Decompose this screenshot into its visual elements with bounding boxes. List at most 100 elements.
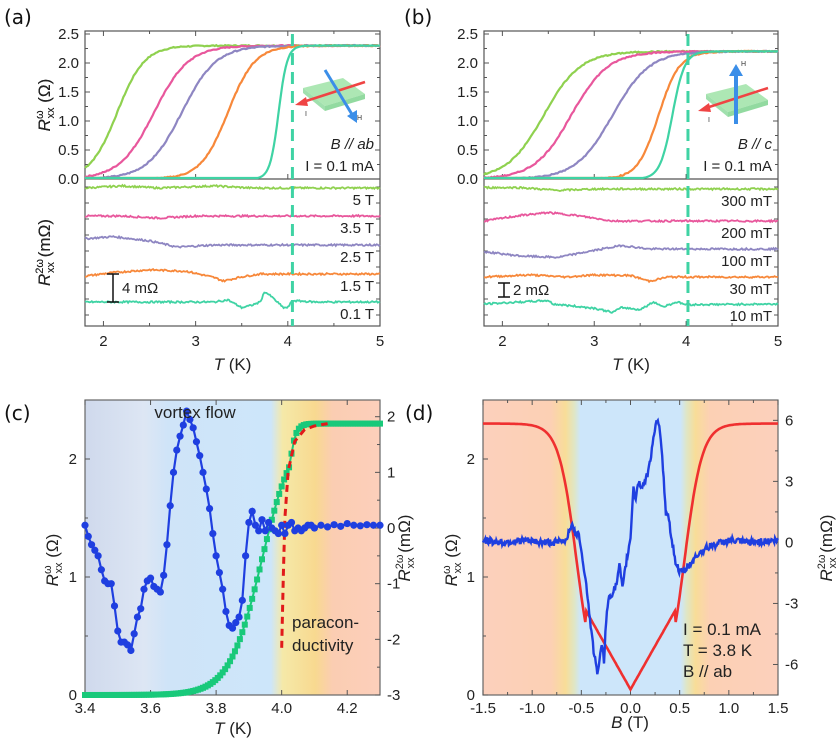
data-point-circle	[369, 521, 378, 529]
current-arrowhead	[295, 97, 308, 106]
data-point-circle	[163, 541, 171, 549]
plot-frame	[84, 399, 381, 696]
data-point-circle	[242, 552, 250, 560]
current-label: I	[305, 111, 307, 118]
x-tick-label: 4	[682, 333, 690, 350]
y-axis-label-top: Rωxx (Ω)	[34, 79, 57, 132]
condition-annotation: I = 0.1 mA	[683, 620, 762, 639]
data-point-circle	[235, 613, 243, 621]
x-tick-label: 3.8	[206, 700, 227, 717]
field-annotation: B // c	[738, 136, 773, 153]
data-point-circle	[245, 518, 253, 527]
data-point-circle	[255, 527, 263, 535]
trace-label: 30 mT	[729, 281, 772, 298]
x-tick-label: 3.4	[75, 700, 96, 717]
trace-3.5-T	[84, 213, 381, 220]
x-axis-label: T (K)	[214, 719, 252, 738]
trace-2.5-T	[84, 234, 381, 249]
data-point-circle	[264, 518, 273, 527]
data-point-circle	[199, 468, 207, 476]
data-point-circle	[173, 446, 181, 454]
trace-label: 3.5 T	[340, 220, 374, 237]
trace-300-mT	[483, 185, 779, 193]
y-tick-label: 1.0	[58, 113, 79, 130]
x-tick-label: 3	[590, 333, 598, 350]
y-tick-label-right: 1	[387, 464, 395, 481]
y-tick-label-left: 2	[467, 451, 475, 468]
data-point-circle	[87, 541, 96, 549]
field-label: H	[741, 61, 746, 68]
scale-bar-label: 2 mΩ	[513, 282, 549, 299]
data-point-circle	[176, 432, 184, 440]
data-point-circle	[209, 529, 217, 538]
x-tick-label: 1.0	[718, 700, 739, 717]
trace-label: 200 mT	[721, 225, 772, 242]
y-tick-label: 1.0	[457, 113, 478, 130]
panel-c: 3.4 3.6 3.8 4.0 4.2 0 1 2 -3 -2 -1 0 1 2 vortex flow pa…	[42, 399, 417, 738]
series-rxx-omega	[483, 422, 778, 692]
trace-label: 2.5 T	[340, 249, 374, 266]
x-tick-label: 5	[376, 333, 384, 350]
y-axis-label-right: R2ωxx (mΩ)	[816, 515, 838, 582]
panel-d: -1.5 -1.0 -0.5 0.0 0.5 1.0 1.5 0 1 2 -6 -3 0 3 6 I = 0.…	[441, 399, 838, 732]
data-point-circle	[238, 596, 246, 604]
data-point-circle	[232, 619, 240, 627]
series-fit-dashed	[280, 422, 328, 648]
trace-label: 100 mT	[721, 253, 772, 270]
y-tick-label-right: -3	[387, 687, 400, 704]
y-axis-label-bottom: R2ωxx (mΩ)	[34, 219, 57, 286]
y-tick-label-right: -6	[785, 656, 798, 673]
condition-annotation: T = 3.8 K	[683, 641, 753, 660]
data-point-circle	[258, 516, 266, 524]
scale-bar-label: 4 mΩ	[122, 280, 158, 297]
x-tick-label: 4.0	[271, 700, 292, 717]
region-label-paraconductivity-2: ductivity	[292, 636, 354, 655]
y-tick-label-right: -1	[387, 576, 400, 593]
data-point-circle	[310, 524, 319, 532]
data-point-circle	[84, 532, 92, 540]
y-tick-label-right: -2	[387, 631, 400, 648]
y-tick-label: 1.5	[457, 84, 478, 101]
current-arrowhead	[698, 103, 711, 112]
data-point-circle	[261, 527, 269, 535]
y-tick-label-left: 1	[467, 569, 475, 586]
current-label: I	[708, 117, 710, 124]
y-tick-label: 2.5	[58, 26, 79, 43]
trace-200-mT	[484, 211, 779, 224]
x-tick-label: 0.0	[620, 700, 641, 717]
field-arrowhead	[729, 64, 743, 76]
panel-label-b: (b)	[404, 5, 432, 29]
data-point-circle	[212, 552, 220, 560]
data-point-circle	[317, 521, 325, 529]
curve-0.1-T	[85, 44, 380, 180]
data-point-circle	[196, 452, 204, 460]
y-axis-label-top: Rωxx (Ω)	[34, 79, 57, 132]
data-point-circle	[376, 521, 384, 529]
data-point-circle	[248, 507, 256, 515]
data-point-circle	[337, 522, 345, 530]
panel-label-c: (c)	[4, 401, 31, 425]
y-axis-label-bottom: R2ωxx (mΩ)	[34, 219, 57, 286]
sample-inset: IH	[295, 69, 366, 123]
x-tick-label: 5	[774, 333, 782, 350]
data-point-circle	[91, 546, 99, 554]
x-tick-label: 0.5	[669, 700, 690, 717]
data-point-circle	[189, 424, 197, 432]
x-axis-label: T (K)	[214, 355, 252, 374]
panel-a: 0.0 0.5 1.0 1.5 2.0 2.5 2 3 4 5 5 T 3.5 T 2.5 T 1.5 T…	[34, 26, 384, 374]
data-point-circle	[130, 630, 138, 638]
x-tick-label: 3.6	[140, 700, 161, 717]
y-tick-label-left: 0	[69, 687, 77, 704]
data-point-circle	[169, 468, 178, 476]
data-point-circle	[97, 566, 105, 574]
data-point-circle	[278, 521, 286, 529]
x-tick-label: -1.0	[519, 700, 545, 717]
data-point-circle	[343, 519, 351, 528]
data-point-circle	[156, 588, 164, 596]
x-tick-label: -1.5	[470, 700, 496, 717]
trace-label: 5 T	[353, 192, 374, 209]
y-tick-label: 1.5	[58, 84, 79, 101]
y-tick-label-left: 1	[69, 569, 77, 586]
data-point-circle	[205, 504, 214, 513]
